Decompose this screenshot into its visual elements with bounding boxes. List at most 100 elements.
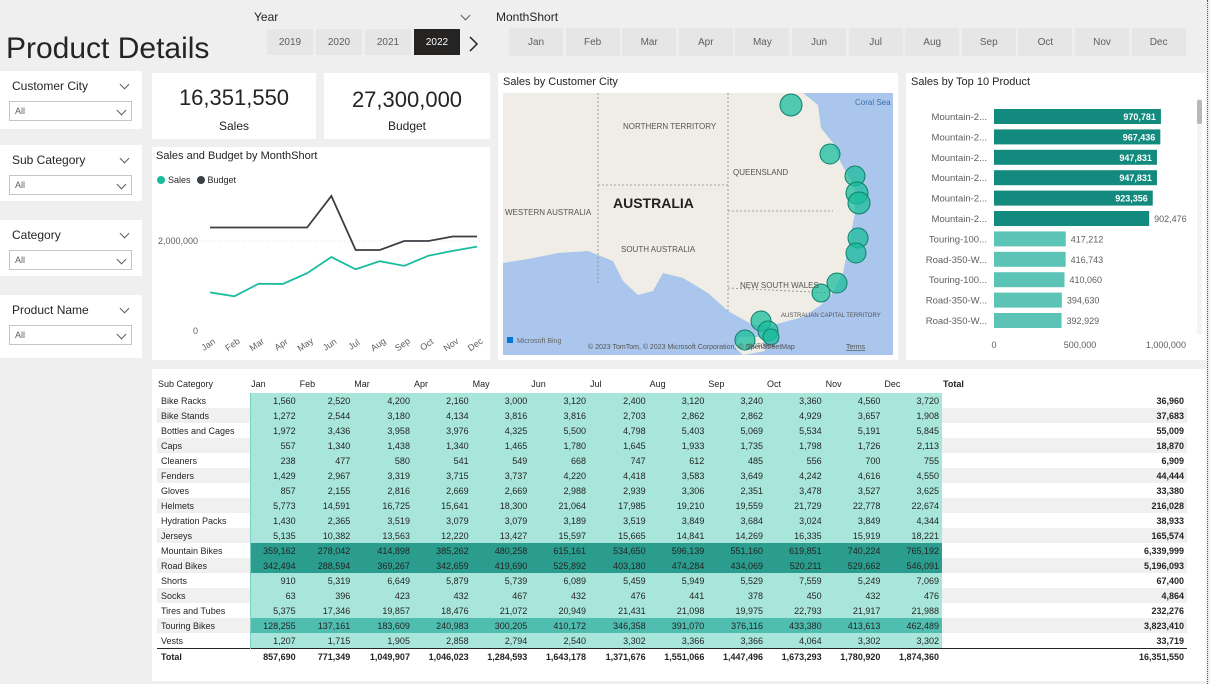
month-tile-jan[interactable]: Jan [509, 28, 563, 56]
month-tile-jun[interactable]: Jun [792, 28, 846, 56]
matrix-row[interactable]: Bike Racks 1,560 2,520 4,200 2,160 3,000 3,120… [157, 393, 1187, 408]
matrix-cell: 19,210 [648, 498, 708, 513]
column-header-month[interactable]: Dec [884, 379, 901, 389]
bar[interactable] [994, 170, 1157, 186]
matrix-cell: 391,070 [648, 618, 708, 633]
column-header-month[interactable]: Jan [251, 379, 266, 389]
month-tile-dec[interactable]: Dec [1131, 28, 1186, 56]
x-tick-label: Dec [466, 336, 485, 354]
matrix-cell: 21,072 [471, 603, 531, 618]
matrix-row[interactable]: Hydration Packs 1,430 2,365 3,519 3,079 3,079… [157, 513, 1187, 528]
column-header-month[interactable]: Nov [825, 379, 842, 389]
filter-dropdown[interactable]: All [9, 101, 132, 121]
row-label: Road Bikes [157, 558, 251, 573]
matrix-row[interactable]: Vests 1,207 1,715 1,905 2,858 2,794 2,540 3,302… [157, 633, 1187, 649]
matrix-cell: 3,302 [883, 633, 943, 649]
matrix-row[interactable]: Fenders 1,429 2,967 3,319 3,715 3,737 4,220 4,4… [157, 468, 1187, 483]
series-line-budget[interactable] [210, 194, 477, 251]
bar-chart-title: Sales by Top 10 Product [911, 76, 1031, 88]
bar[interactable] [994, 231, 1066, 247]
matrix-cell: 3,120 [648, 393, 708, 408]
scrollbar[interactable] [1197, 98, 1202, 334]
bar[interactable] [994, 149, 1157, 165]
year-tile-2019[interactable]: 2019 [267, 29, 313, 55]
column-header-month[interactable]: Aug [649, 379, 666, 389]
bar[interactable] [994, 190, 1153, 206]
filter-dropdown[interactable]: All [9, 325, 132, 345]
matrix-row[interactable]: Helmets 5,773 14,591 16,725 15,641 18,300 21,0… [157, 498, 1187, 513]
bar[interactable] [994, 292, 1062, 308]
month-tile-sep[interactable]: Sep [961, 28, 1016, 56]
matrix-row[interactable]: Bike Stands 1,272 2,544 3,180 4,134 3,816 3,81… [157, 408, 1187, 423]
map-terms-link[interactable]: Terms [846, 344, 866, 351]
matrix-row[interactable]: Touring Bikes 128,255 137,161 183,609 240,98… [157, 618, 1187, 633]
column-header-month[interactable]: Jun [531, 379, 546, 389]
column-header-month[interactable]: Mar [354, 379, 370, 389]
matrix-cell: 5,529 [707, 573, 766, 588]
column-header-month[interactable]: Oct [767, 379, 782, 389]
bar[interactable] [994, 313, 1062, 328]
filter-dropdown[interactable]: All [9, 175, 132, 195]
column-header-month[interactable]: Sep [708, 379, 725, 389]
chevron-down-icon[interactable] [119, 79, 130, 90]
matrix-cell: 3,583 [648, 468, 708, 483]
matrix-cell: 17,985 [588, 498, 649, 513]
column-header-subcategory[interactable]: Sub Category [158, 379, 214, 389]
month-tile-aug[interactable]: Aug [905, 28, 960, 56]
australia-map[interactable]: NORTHERN TERRITORY QUEENSLAND AUSTRALIA … [503, 93, 893, 355]
matrix-cell: 3,649 [707, 468, 766, 483]
line-chart-card: Sales and Budget by MonthShort Sales Bud… [152, 147, 490, 360]
column-header-month[interactable]: Apr [413, 379, 428, 389]
matrix-cell: 3,240 [707, 393, 766, 408]
month-tile-jul[interactable]: Jul [848, 28, 903, 56]
row-total: 216,028 [942, 498, 1187, 513]
bar[interactable] [994, 129, 1161, 145]
bar[interactable] [994, 109, 1161, 124]
chevron-down-icon[interactable] [119, 153, 130, 164]
matrix-row[interactable]: Socks 63 396 423 432 467 432 476 441 378 450 432 476… [157, 588, 1187, 603]
filter-dropdown[interactable]: All [9, 250, 132, 270]
matrix-cell: 5,773 [249, 498, 299, 513]
chevron-right-icon[interactable] [466, 34, 482, 54]
matrix-row[interactable]: Shorts 910 5,319 6,649 5,879 5,739 6,089 5,459 5… [157, 573, 1187, 588]
year-tile-2020[interactable]: 2020 [316, 29, 362, 55]
matrix-row[interactable]: Road Bikes 342,494 288,594 369,267 342,659 41… [157, 558, 1187, 573]
matrix-row[interactable]: Jerseys 5,135 10,382 13,563 12,220 13,427 15,5… [157, 528, 1187, 543]
matrix-total-row[interactable]: Total 857,690 771,349 1,049,907 1,046,023 1,2… [157, 648, 1187, 664]
matrix-cell: 3,976 [412, 423, 472, 438]
bar[interactable] [994, 272, 1065, 288]
matrix-row[interactable]: Caps 557 1,340 1,438 1,340 1,465 1,780 1,645 1,9… [157, 438, 1187, 453]
matrix-cell: 1,798 [766, 438, 825, 453]
matrix-row[interactable]: Gloves 857 2,155 2,816 2,669 2,669 2,988 2,939 3… [157, 483, 1187, 498]
matrix-cell: 467 [471, 588, 531, 603]
series-line-sales[interactable] [209, 245, 478, 298]
matrix-row[interactable]: Tires and Tubes 5,375 17,346 19,857 18,476 21… [157, 603, 1187, 618]
month-tile-mar[interactable]: Mar [622, 28, 677, 56]
column-header-month[interactable]: May [472, 379, 490, 389]
column-header-month[interactable]: Feb [299, 379, 316, 389]
matrix-row[interactable]: Cleaners 238 477 580 541 549 668 747 612 485 556 70… [157, 453, 1187, 468]
mainland-shape [503, 93, 855, 325]
bar[interactable] [994, 211, 1150, 226]
month-tile-apr[interactable]: Apr [678, 28, 733, 56]
column-header-month[interactable]: Jul [589, 379, 602, 389]
x-tick-label: Feb [223, 336, 241, 353]
month-tile-nov[interactable]: Nov [1075, 28, 1129, 56]
matrix-row[interactable]: Bottles and Cages 1,972 3,436 3,958 3,976 4,3… [157, 423, 1187, 438]
chevron-down-icon[interactable] [119, 228, 130, 239]
year-tile-2021[interactable]: 2021 [365, 29, 411, 55]
matrix-cell: 612 [648, 453, 708, 468]
chevron-down-icon[interactable] [119, 303, 130, 314]
year-tile-2022[interactable]: 2022 [414, 29, 460, 55]
month-tile-may[interactable]: May [735, 28, 790, 56]
chevron-down-icon[interactable] [460, 10, 471, 21]
column-header-total[interactable]: Total [943, 379, 964, 389]
bar[interactable] [994, 251, 1066, 267]
bar-category-label: Road-350-W... [926, 255, 987, 266]
month-tile-feb[interactable]: Feb [565, 28, 620, 56]
matrix-cell: 22,778 [824, 498, 884, 513]
month-tile-oct[interactable]: Oct [1018, 28, 1073, 56]
scrollbar-thumb[interactable] [1197, 100, 1202, 124]
matrix-cell: 4,134 [412, 408, 472, 423]
matrix-row[interactable]: Mountain Bikes 359,162 278,042 414,898 385,2… [157, 543, 1187, 558]
